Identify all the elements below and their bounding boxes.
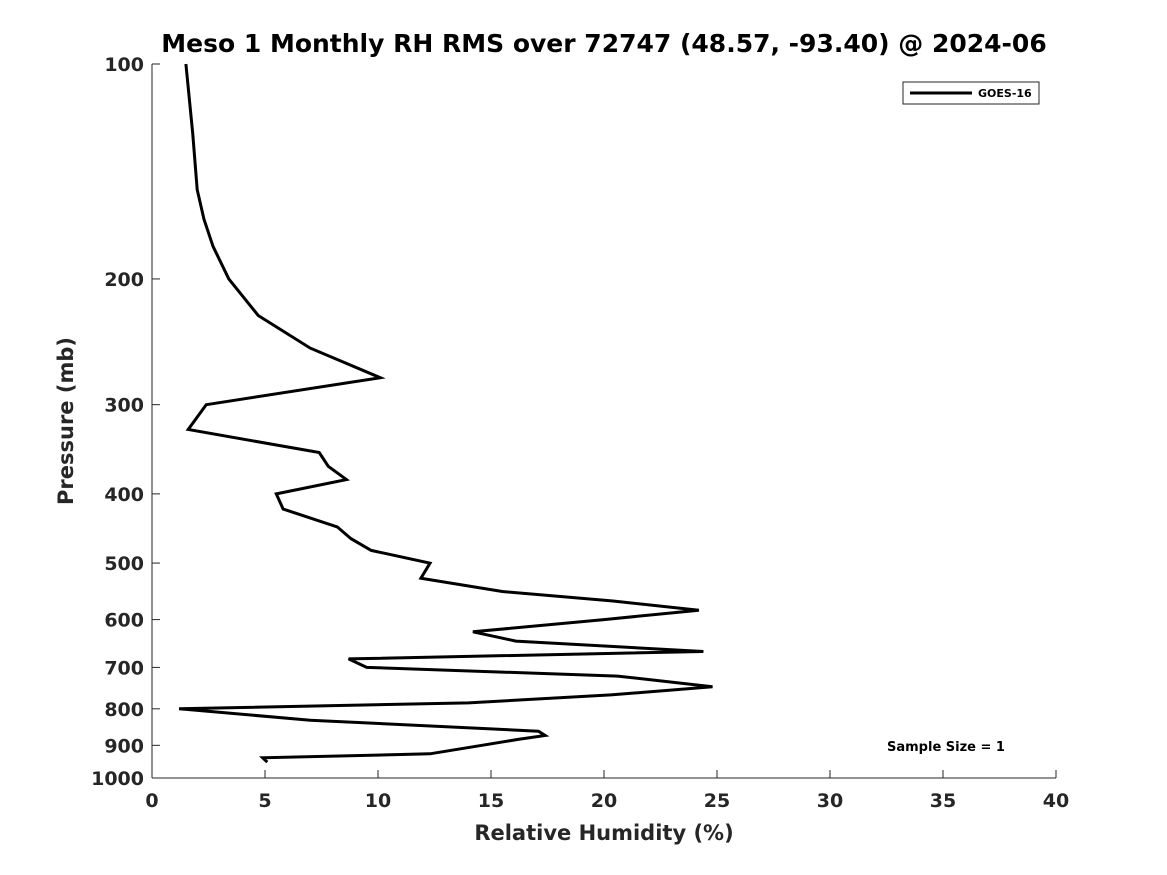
y-tick-label: 900 xyxy=(104,735,144,757)
y-tick-label: 1000 xyxy=(91,768,144,790)
series-line-goes-16 xyxy=(178,63,713,764)
y-tick-label: 200 xyxy=(104,269,144,291)
axes xyxy=(151,64,1056,779)
y-ticks: 100 200 300 400 500 600 700 800 900 1000 xyxy=(91,54,160,790)
y-tick-label: 800 xyxy=(104,699,144,721)
x-ticks: 0 5 10 15 20 25 30 35 40 xyxy=(145,770,1069,812)
y-tick-label: 600 xyxy=(104,610,144,632)
x-tick-label: 5 xyxy=(258,790,271,812)
y-tick-label: 700 xyxy=(104,657,144,679)
y-tick-label: 400 xyxy=(104,484,144,506)
x-tick-label: 10 xyxy=(365,790,391,812)
legend: GOES-16 xyxy=(902,81,1040,105)
y-axis-label: Pressure (mb) xyxy=(54,337,78,505)
x-tick-label: 20 xyxy=(591,790,617,812)
y-tick-label: 300 xyxy=(104,395,144,417)
x-tick-label: 30 xyxy=(817,790,843,812)
x-tick-label: 40 xyxy=(1043,790,1069,812)
x-tick-label: 35 xyxy=(930,790,956,812)
x-tick-label: 15 xyxy=(478,790,504,812)
legend-label: GOES-16 xyxy=(978,87,1032,100)
x-tick-label: 25 xyxy=(704,790,730,812)
chart-title: Meso 1 Monthly RH RMS over 72747 (48.57,… xyxy=(161,29,1046,58)
y-tick-label: 100 xyxy=(104,54,144,76)
series-group xyxy=(178,63,713,764)
sample-size-annotation: Sample Size = 1 xyxy=(887,740,1005,755)
y-tick-label: 500 xyxy=(104,553,144,575)
x-axis-label: Relative Humidity (%) xyxy=(474,821,733,845)
x-tick-label: 0 xyxy=(145,790,158,812)
